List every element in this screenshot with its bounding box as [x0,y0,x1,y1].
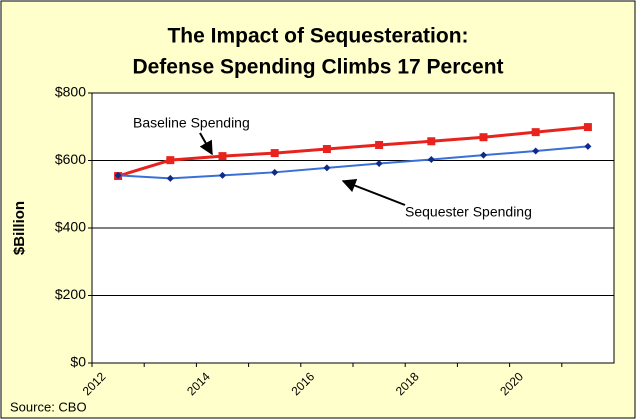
source-note: Source: CBO [10,399,87,414]
data-point [271,168,279,176]
y-tick-label: $400 [55,219,86,235]
data-point [532,147,540,155]
series-line [118,145,588,180]
data-point [531,128,540,137]
annotation-arrow [199,132,213,156]
data-point [427,137,436,146]
data-point [166,156,175,165]
data-point [584,142,592,150]
data-point [375,140,384,149]
annotation-arrow [341,179,406,206]
data-point [479,133,488,142]
data-point [323,164,331,172]
chart-title: Defense Spending Climbs 17 Percent [132,56,503,79]
series-line [117,125,589,178]
data-point [218,152,227,161]
y-tick-label: $800 [55,84,86,100]
data-point [166,174,174,182]
data-point [322,145,331,154]
data-point [270,149,279,158]
data-point [583,123,592,132]
y-tick-label: $200 [55,286,86,302]
y-axis-label: $Billion [11,201,28,255]
data-point [219,171,226,179]
chart-title: The Impact of Sequesteration: [167,25,468,48]
data-point [375,160,383,168]
data-point [427,155,435,163]
data-point [480,151,487,159]
y-tick-label: $0 [70,354,86,370]
legend-label: Baseline Spending [133,115,250,131]
y-tick-label: $600 [55,151,86,167]
legend-label: Sequester Spending [405,204,532,220]
data-point [114,171,122,179]
